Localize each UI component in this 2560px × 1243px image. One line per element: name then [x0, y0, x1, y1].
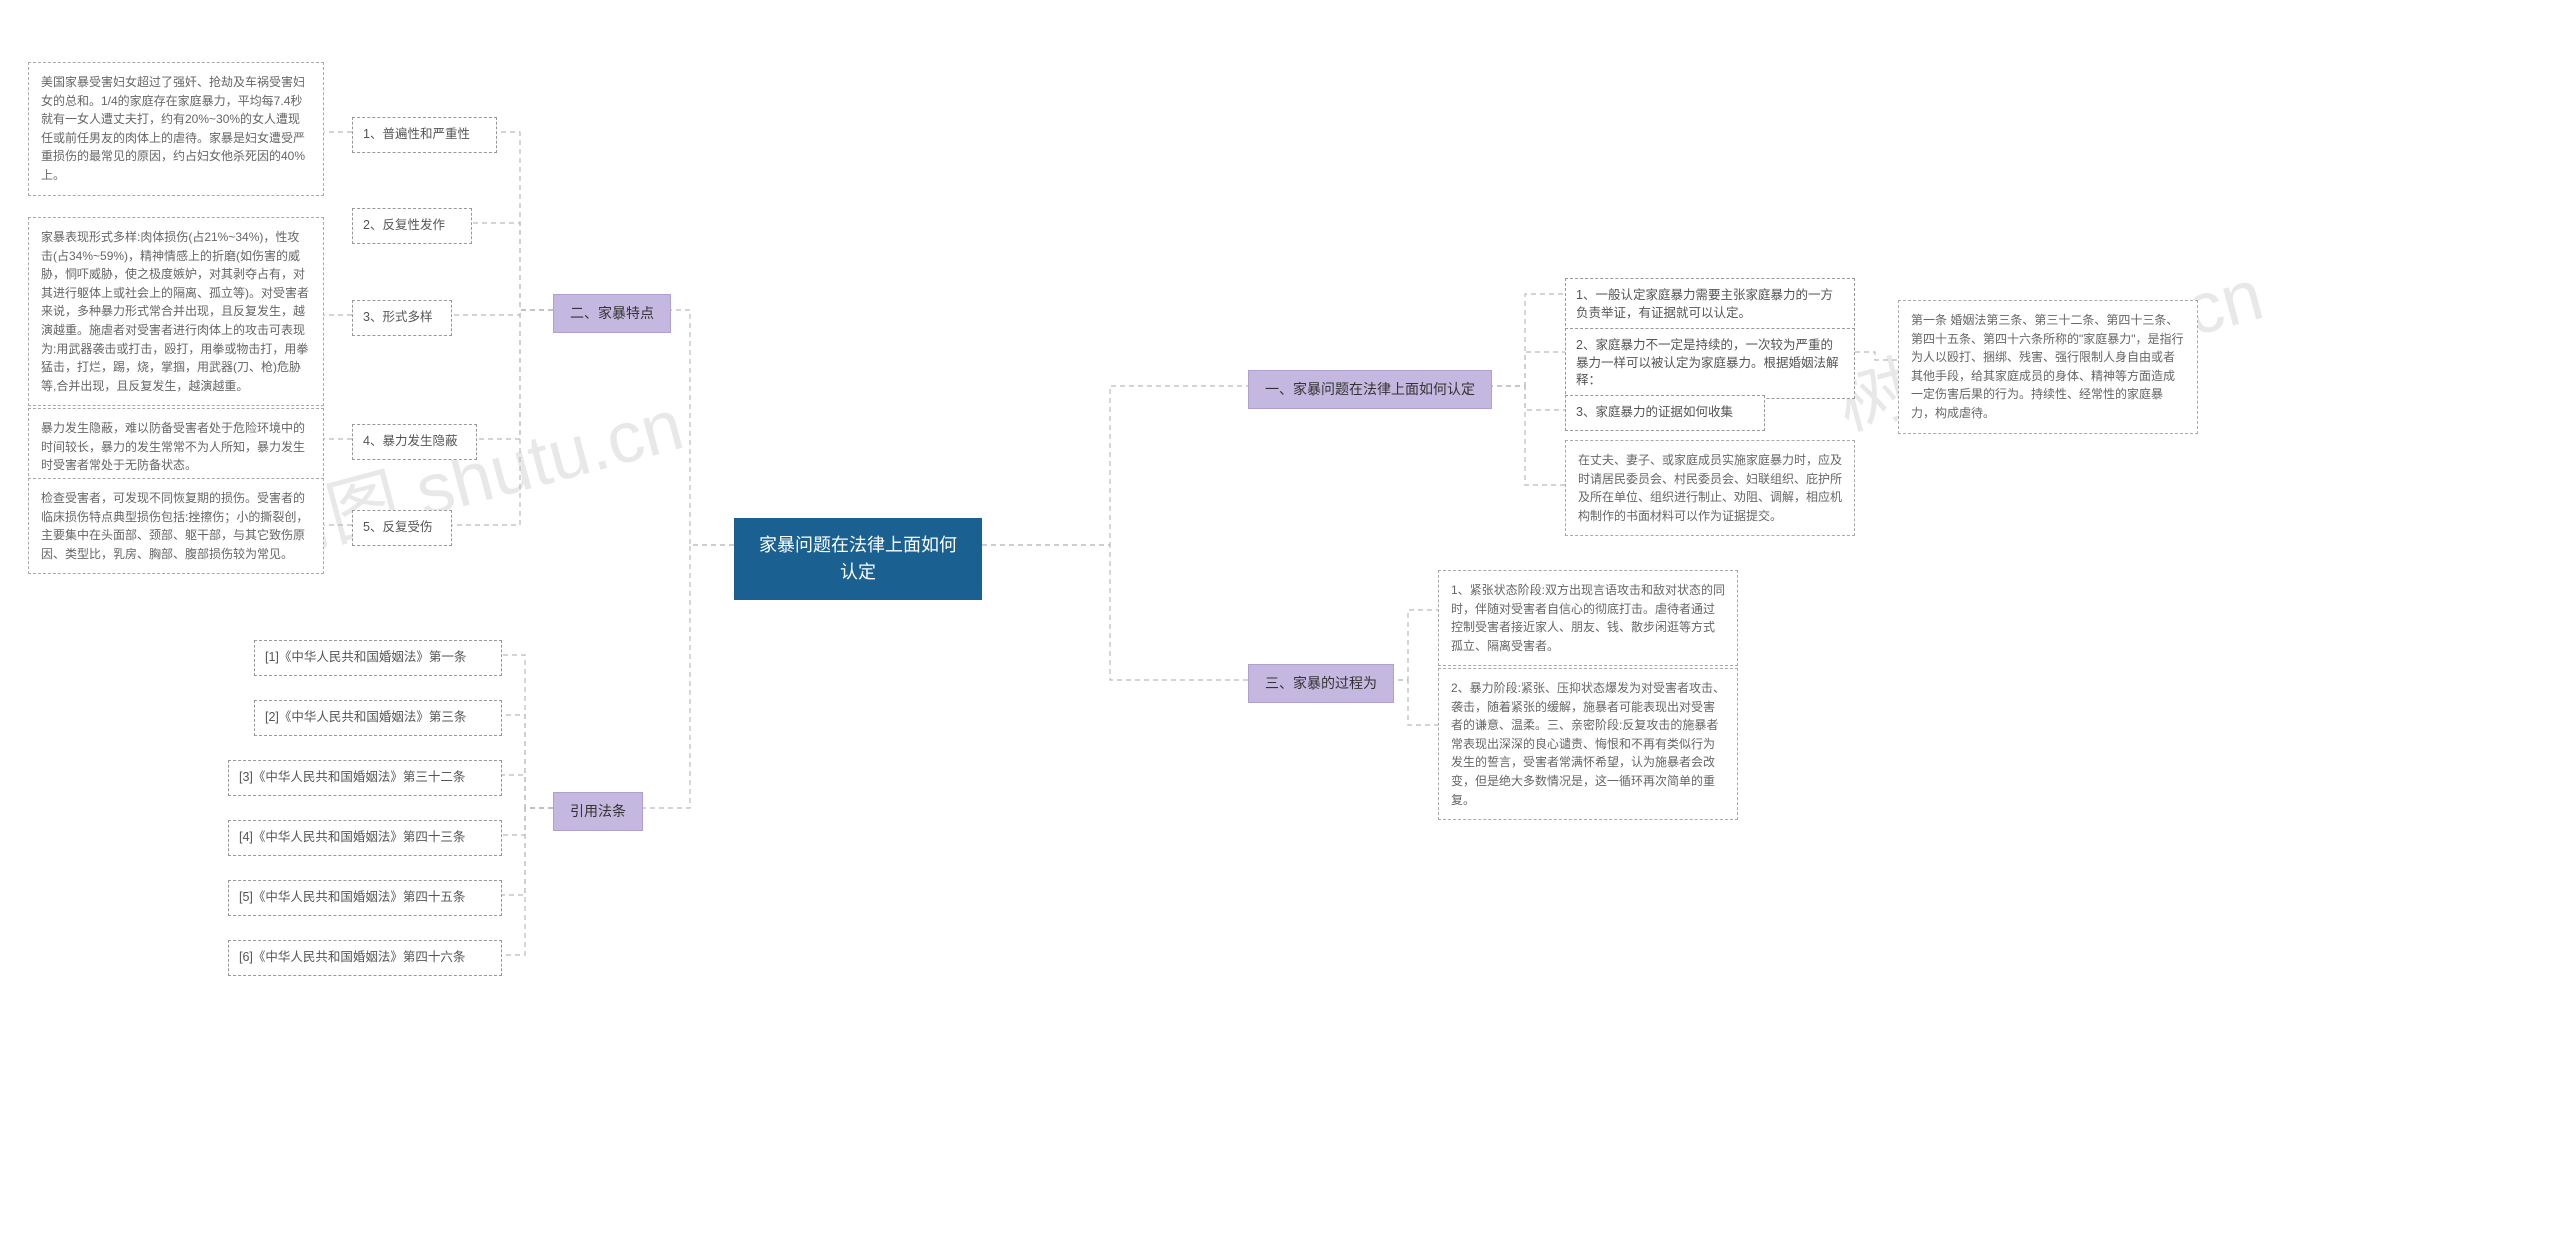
one-leaf-3: 3、家庭暴力的证据如何收集 [1565, 395, 1765, 431]
cite-1: [1]《中华人民共和国婚姻法》第一条 [254, 640, 502, 676]
cite-6: [6]《中华人民共和国婚姻法》第四十六条 [228, 940, 502, 976]
cite-4: [4]《中华人民共和国婚姻法》第四十三条 [228, 820, 502, 856]
cite-2: [2]《中华人民共和国婚姻法》第三条 [254, 700, 502, 736]
two-leaf-3: 3、形式多样 [352, 300, 452, 336]
two-detail-3: 家暴表现形式多样:肉体损伤(占21%~34%)，性攻击(占34%~59%)，精神… [28, 217, 324, 406]
two-leaf-1: 1、普遍性和严重性 [352, 117, 497, 153]
root-line1: 家暴问题在法律上面如何 [759, 535, 957, 555]
root-node: 家暴问题在法律上面如何 认定 [734, 518, 982, 600]
connector-lines [0, 0, 2560, 1243]
two-leaf-5: 5、反复受伤 [352, 510, 452, 546]
three-leaf-1: 1、紧张状态阶段:双方出现言语攻击和敌对状态的同时，伴随对受害者自信心的彻底打击… [1438, 570, 1738, 666]
one-leaf-2: 2、家庭暴力不一定是持续的，一次较为严重的暴力一样可以被认定为家庭暴力。根据婚姻… [1565, 328, 1855, 399]
two-detail-5: 检查受害者，可发现不同恢复期的损伤。受害者的临床损伤特点典型损伤包括:挫擦伤；小… [28, 478, 324, 574]
cite-5: [5]《中华人民共和国婚姻法》第四十五条 [228, 880, 502, 916]
cite-3: [3]《中华人民共和国婚姻法》第三十二条 [228, 760, 502, 796]
branch-two: 二、家暴特点 [553, 294, 671, 333]
branch-cite: 引用法条 [553, 792, 643, 831]
branch-three: 三、家暴的过程为 [1248, 664, 1394, 703]
two-detail-1: 美国家暴受害妇女超过了强奸、抢劫及车祸受害妇女的总和。1/4的家庭存在家庭暴力，… [28, 62, 324, 196]
two-leaf-4: 4、暴力发生隐蔽 [352, 424, 477, 460]
three-leaf-2: 2、暴力阶段:紧张、压抑状态爆发为对受害者攻击、袭击，随着紧张的缓解，施暴者可能… [1438, 668, 1738, 820]
two-leaf-2: 2、反复性发作 [352, 208, 472, 244]
one-leaf-1: 1、一般认定家庭暴力需要主张家庭暴力的一方负责举证，有证据就可以认定。 [1565, 278, 1855, 331]
two-detail-4: 暴力发生隐蔽，难以防备受害者处于危险环境中的时间较长，暴力的发生常常不为人所知，… [28, 408, 324, 486]
branch-one: 一、家暴问题在法律上面如何认定 [1248, 370, 1492, 409]
root-line2: 认定 [840, 562, 876, 582]
one-leaf-4: 在丈夫、妻子、或家庭成员实施家庭暴力时，应及时请居民委员会、村民委员会、妇联组织… [1565, 440, 1855, 536]
one-detail-law: 第一条 婚姻法第三条、第三十二条、第四十三条、第四十五条、第四十六条所称的"家庭… [1898, 300, 2198, 434]
